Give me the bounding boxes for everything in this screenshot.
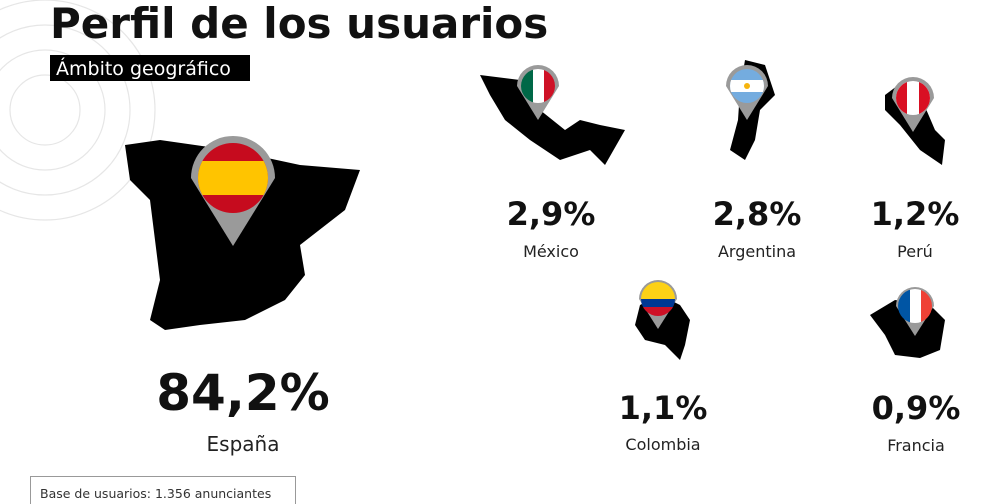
country-name: Francia (887, 436, 945, 455)
country-name: Argentina (718, 242, 796, 261)
percent: 1,1% (619, 389, 708, 427)
percent: 2,8% (713, 195, 802, 233)
footnote-box (30, 476, 296, 504)
percent: 2,9% (507, 195, 596, 233)
country-name: Perú (897, 242, 933, 261)
flag-pin (892, 77, 934, 132)
footnote: Base de usuarios: 1.356 anunciantes (40, 486, 271, 501)
flag-pin (517, 65, 559, 120)
flag-pin (639, 280, 677, 329)
decor-circles (0, 0, 156, 221)
country-name: España (207, 432, 280, 456)
flag-pin (896, 287, 934, 336)
percent: 84,2% (156, 364, 329, 422)
flag-pin (726, 65, 768, 120)
flag-pin (191, 136, 275, 246)
country-name: Colombia (625, 435, 700, 454)
subtitle: Ámbito geográfico (56, 57, 231, 80)
map-mexico (480, 75, 625, 165)
percent: 1,2% (871, 195, 960, 233)
percent: 0,9% (872, 389, 961, 427)
country-name: México (523, 242, 579, 261)
subtitle-box (50, 55, 250, 81)
map-spain (125, 140, 360, 330)
title: Perfil de los usuarios (50, 0, 548, 48)
